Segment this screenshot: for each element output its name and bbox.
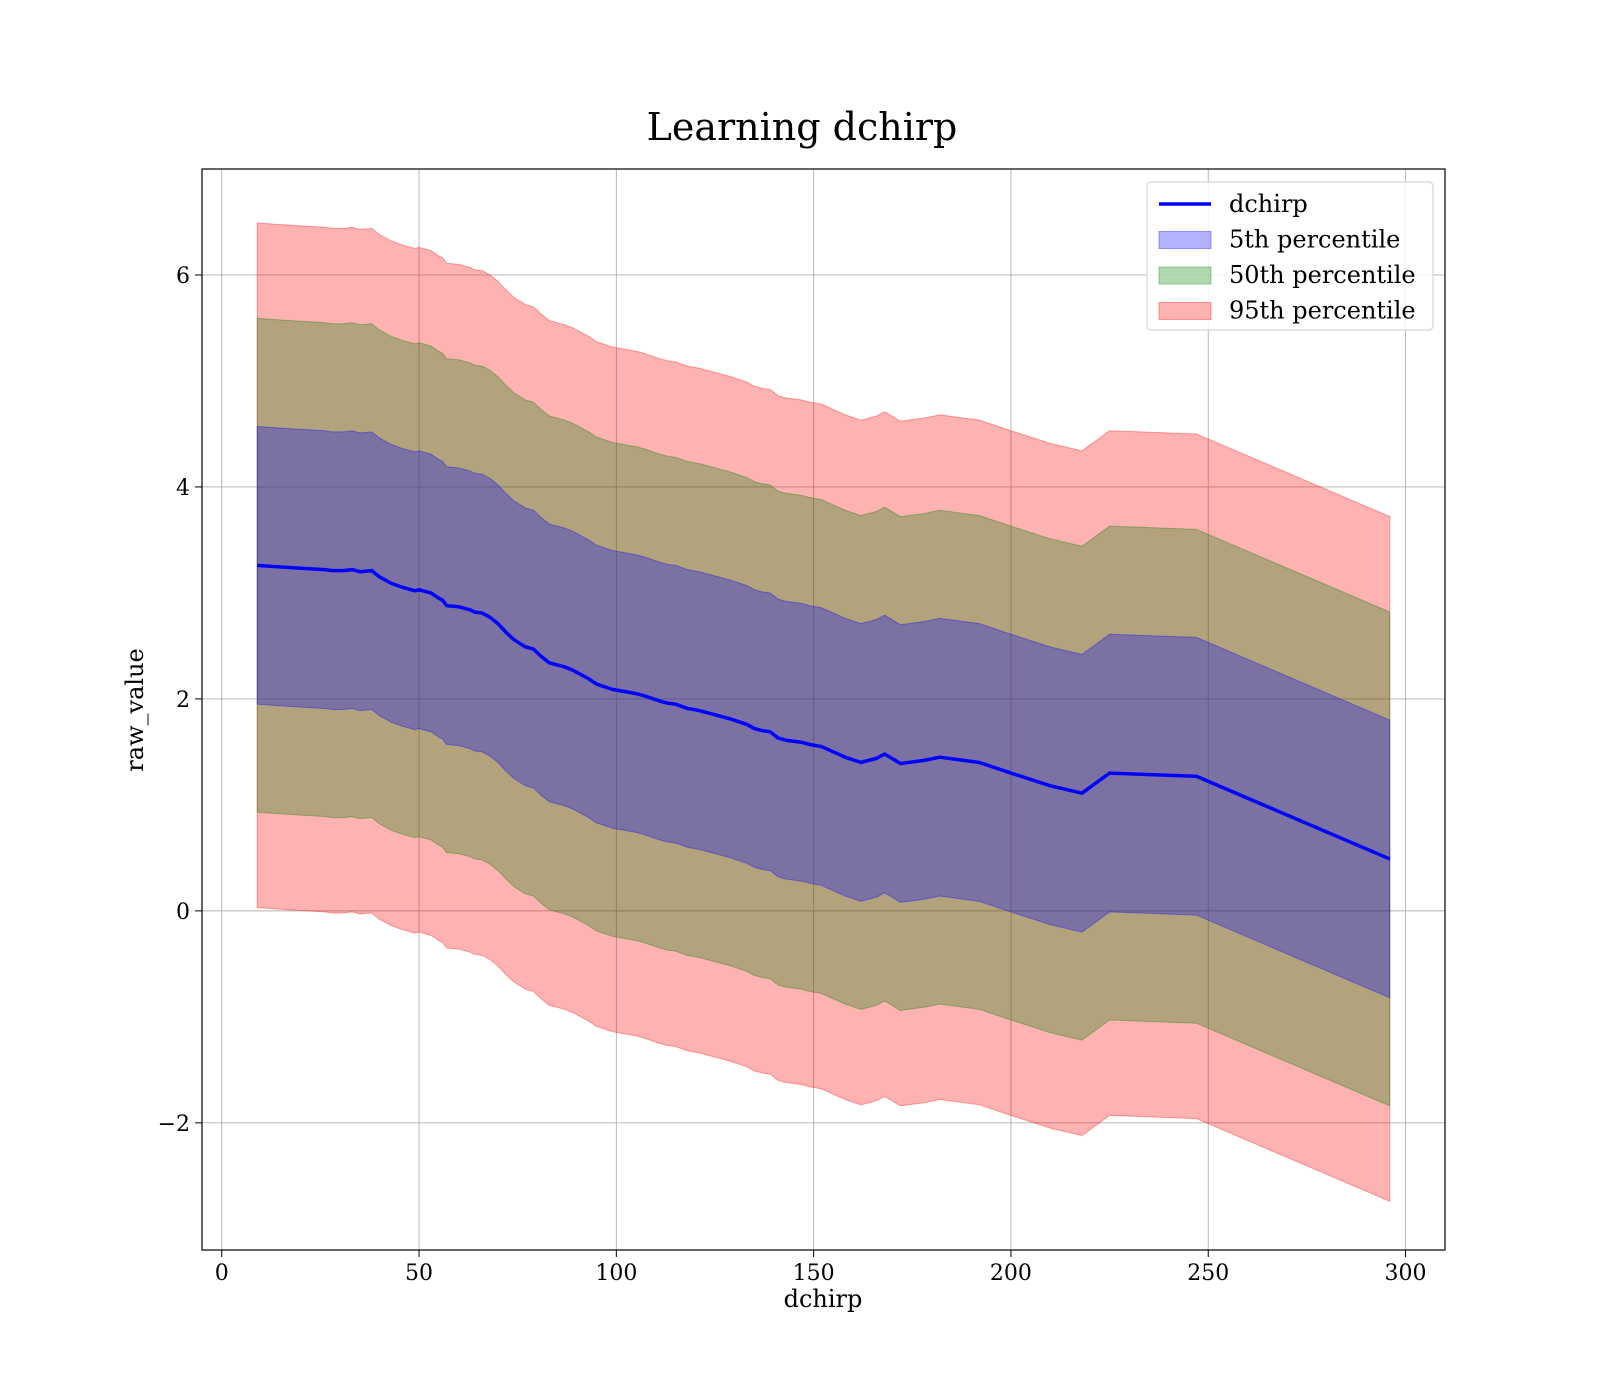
legend-label: dchirp xyxy=(1229,190,1308,218)
x-tick-label: 0 xyxy=(215,1261,229,1286)
series-layer xyxy=(257,563,1391,861)
y-tick-label: 4 xyxy=(176,476,190,501)
legend-label: 5th percentile xyxy=(1229,226,1400,254)
x-tick-label: 100 xyxy=(595,1261,637,1286)
plot-frame xyxy=(201,168,1446,1251)
band-5th-percentile xyxy=(256,425,1391,999)
x-tick-label: 150 xyxy=(793,1261,835,1286)
grid xyxy=(202,169,1445,1250)
y-axis-label: raw_value xyxy=(121,648,149,772)
legend-swatch-patch xyxy=(1158,231,1212,249)
y-tick-label: 0 xyxy=(176,900,190,925)
percentile-bands xyxy=(256,222,1391,1203)
legend-label: 95th percentile xyxy=(1229,297,1416,325)
band-50th-percentile xyxy=(256,317,1391,1107)
x-tick-label: 200 xyxy=(990,1261,1032,1286)
legend-swatch-patch xyxy=(1158,266,1212,285)
y-tick-label: 2 xyxy=(176,688,190,713)
legend-label: 50th percentile xyxy=(1229,261,1416,289)
chart-title: Learning dchirp xyxy=(647,105,958,149)
legend-box xyxy=(1146,181,1434,331)
legend-swatch-patch xyxy=(1158,302,1212,320)
band-95th-percentile xyxy=(256,222,1391,1203)
x-axis-label: dchirp xyxy=(784,1285,863,1313)
legend: dchirp 5th percentile 50th percentile 95th … xyxy=(1146,181,1434,331)
x-tick-label: 250 xyxy=(1187,1261,1229,1286)
series-line-dchirp xyxy=(257,563,1391,861)
x-tick-label: 300 xyxy=(1385,1261,1427,1286)
y-tick-label: −2 xyxy=(158,1112,190,1137)
x-tick-label: 50 xyxy=(405,1261,433,1286)
axis-ticks: 0 50 100 150 200 250 300 −2 0 2 4 6 xyxy=(158,264,1427,1286)
y-tick-label: 6 xyxy=(176,264,190,289)
